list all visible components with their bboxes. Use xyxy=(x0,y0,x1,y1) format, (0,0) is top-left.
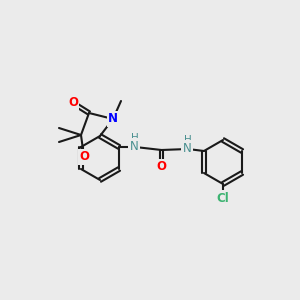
Text: H: H xyxy=(131,133,139,143)
Text: Cl: Cl xyxy=(217,191,230,205)
Text: N: N xyxy=(108,112,118,125)
Text: O: O xyxy=(79,151,89,164)
Text: N: N xyxy=(182,142,191,154)
Text: O: O xyxy=(68,97,78,110)
Text: N: N xyxy=(130,140,139,152)
Text: O: O xyxy=(157,160,166,173)
Text: H: H xyxy=(184,135,192,145)
